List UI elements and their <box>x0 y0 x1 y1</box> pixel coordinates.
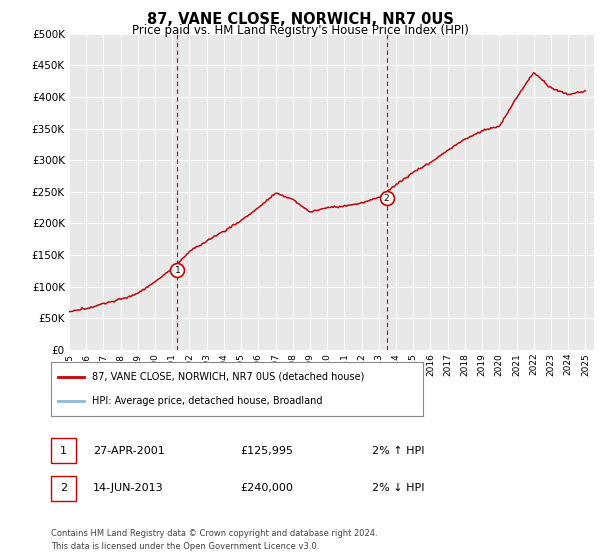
Text: 2: 2 <box>60 483 67 493</box>
Text: This data is licensed under the Open Government Licence v3.0.: This data is licensed under the Open Gov… <box>51 542 319 550</box>
Text: 87, VANE CLOSE, NORWICH, NR7 0US: 87, VANE CLOSE, NORWICH, NR7 0US <box>146 12 454 27</box>
Text: 2% ↑ HPI: 2% ↑ HPI <box>372 446 425 456</box>
Text: 2% ↓ HPI: 2% ↓ HPI <box>372 483 425 493</box>
Text: 87, VANE CLOSE, NORWICH, NR7 0US (detached house): 87, VANE CLOSE, NORWICH, NR7 0US (detach… <box>92 372 364 382</box>
Text: Contains HM Land Registry data © Crown copyright and database right 2024.: Contains HM Land Registry data © Crown c… <box>51 529 377 538</box>
Text: 14-JUN-2013: 14-JUN-2013 <box>93 483 164 493</box>
Text: Price paid vs. HM Land Registry's House Price Index (HPI): Price paid vs. HM Land Registry's House … <box>131 24 469 37</box>
Text: £240,000: £240,000 <box>240 483 293 493</box>
Text: £125,995: £125,995 <box>240 446 293 456</box>
Text: 1: 1 <box>60 446 67 456</box>
Text: 2: 2 <box>384 194 389 203</box>
Text: 27-APR-2001: 27-APR-2001 <box>93 446 165 456</box>
Text: HPI: Average price, detached house, Broadland: HPI: Average price, detached house, Broa… <box>92 396 322 406</box>
Text: 1: 1 <box>175 266 181 275</box>
